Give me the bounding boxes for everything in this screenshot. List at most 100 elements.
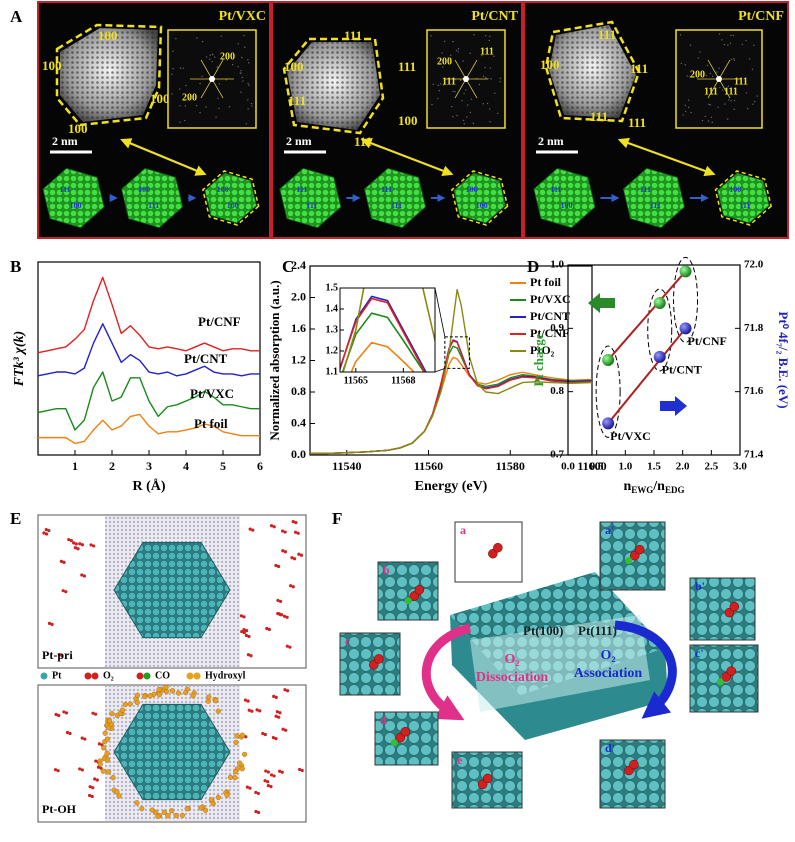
hydroxyl — [155, 813, 161, 820]
fft-noise — [455, 49, 458, 52]
fft-noise — [196, 37, 198, 39]
hydroxyl — [206, 694, 212, 700]
inset-y-tick-label: 1.5 — [326, 282, 339, 293]
hydroxyl — [104, 757, 111, 763]
fft-label: 200 — [182, 92, 197, 103]
fft-noise — [205, 56, 208, 58]
fft-noise — [485, 77, 487, 79]
fft-noise — [733, 99, 736, 102]
hydroxyl — [233, 769, 239, 775]
o2-molecule — [290, 556, 294, 560]
hydroxyl — [234, 733, 240, 739]
fft-noise — [730, 58, 733, 61]
fft-noise — [450, 106, 453, 108]
x-tick-label: 2.0 — [676, 461, 690, 473]
o2-molecule — [281, 549, 285, 553]
o2-molecule — [65, 730, 70, 735]
atomic-model — [121, 167, 184, 229]
snapshot-label: a — [460, 523, 466, 537]
fft-noise — [201, 75, 203, 78]
panel-label: F — [332, 509, 342, 528]
pair-ellipse — [595, 345, 621, 438]
fft-noise — [459, 79, 462, 81]
o2-molecule — [248, 527, 252, 531]
fft-noise — [754, 100, 756, 103]
model-facet-label: 100 — [217, 185, 229, 194]
fft-noise — [727, 44, 729, 46]
o2-molecule — [245, 785, 249, 789]
o2-molecule — [285, 689, 290, 693]
legend-label: Pt/CNT — [530, 309, 570, 323]
fft-noise — [452, 90, 454, 93]
x-axis-label-part: /n — [652, 479, 665, 494]
o2-molecule — [242, 615, 246, 619]
hydroxyl — [179, 812, 186, 818]
o2-molecule — [80, 573, 84, 577]
o2-molecule — [78, 542, 82, 546]
o2-molecule — [263, 732, 267, 737]
y-axis-label: FTk³ χ(k) — [12, 331, 27, 387]
hydroxyl — [165, 813, 171, 819]
fft-noise — [465, 89, 467, 91]
x-tick-label: 11560 — [414, 459, 443, 473]
o2-molecule — [250, 709, 254, 713]
fft-noise — [441, 52, 443, 54]
inset-line — [340, 295, 427, 372]
fft-noise — [179, 67, 182, 69]
fft-noise — [701, 119, 704, 122]
o2-molecule — [276, 598, 280, 603]
legend-label: Hydroxyl — [205, 670, 246, 681]
facet-outline — [55, 23, 163, 127]
o2-molecule — [264, 769, 268, 773]
exafs-line — [37, 323, 260, 377]
x-tick-label: 0.5 — [590, 461, 604, 473]
fft-noise — [188, 99, 191, 101]
o2-molecule — [88, 785, 92, 789]
fft-noise — [195, 104, 198, 107]
facet-label: 111 — [598, 27, 616, 42]
atomic-model — [279, 167, 342, 229]
model-facet-label: 111 — [650, 201, 661, 210]
o2-molecule — [277, 715, 281, 719]
hydroxyl — [224, 792, 230, 798]
hydroxyl — [233, 739, 239, 746]
fft-noise — [237, 43, 239, 45]
y-axis-label: Pt charge — [531, 333, 546, 386]
hydroxyl — [215, 708, 221, 714]
y-tick-label: 71.8 — [744, 322, 764, 334]
o2-molecule — [239, 614, 243, 618]
fft-noise — [218, 107, 220, 110]
y-tick-label: 0.4 — [291, 415, 306, 429]
panel-label: B — [10, 257, 21, 276]
o2-molecule — [289, 584, 293, 588]
fft-noise — [179, 105, 181, 107]
oxygen-atom — [374, 654, 384, 664]
fft-noise — [684, 104, 686, 107]
o2-molecule — [254, 790, 258, 795]
facet-label: 100 — [540, 57, 560, 72]
snapshot-label: e — [457, 753, 463, 767]
fft-noise — [469, 111, 472, 114]
pair-ellipse — [647, 288, 673, 372]
o2-molecule — [53, 768, 58, 772]
fft-noise — [733, 58, 735, 60]
fft-noise — [462, 60, 464, 62]
process-label: O₂ — [504, 652, 519, 667]
fft-noise — [488, 108, 491, 110]
o2-molecule — [299, 553, 304, 557]
hydroxyl — [163, 684, 169, 690]
hydroxyl — [227, 774, 234, 780]
fft-noise — [247, 99, 249, 101]
facet-outline — [544, 20, 641, 123]
y-tick-label: 1.6 — [291, 321, 306, 335]
o2-molecule — [245, 629, 249, 633]
fft-noise — [689, 76, 691, 78]
x-tick-label: 11580 — [496, 459, 525, 473]
fft-noise — [430, 35, 432, 37]
hydroxyl — [100, 768, 106, 774]
model-facet-label: 111 — [391, 201, 402, 210]
o2-molecule — [293, 530, 298, 534]
fft-noise — [688, 99, 690, 101]
oxygen-atom — [493, 542, 503, 553]
fft-noise — [228, 106, 231, 108]
